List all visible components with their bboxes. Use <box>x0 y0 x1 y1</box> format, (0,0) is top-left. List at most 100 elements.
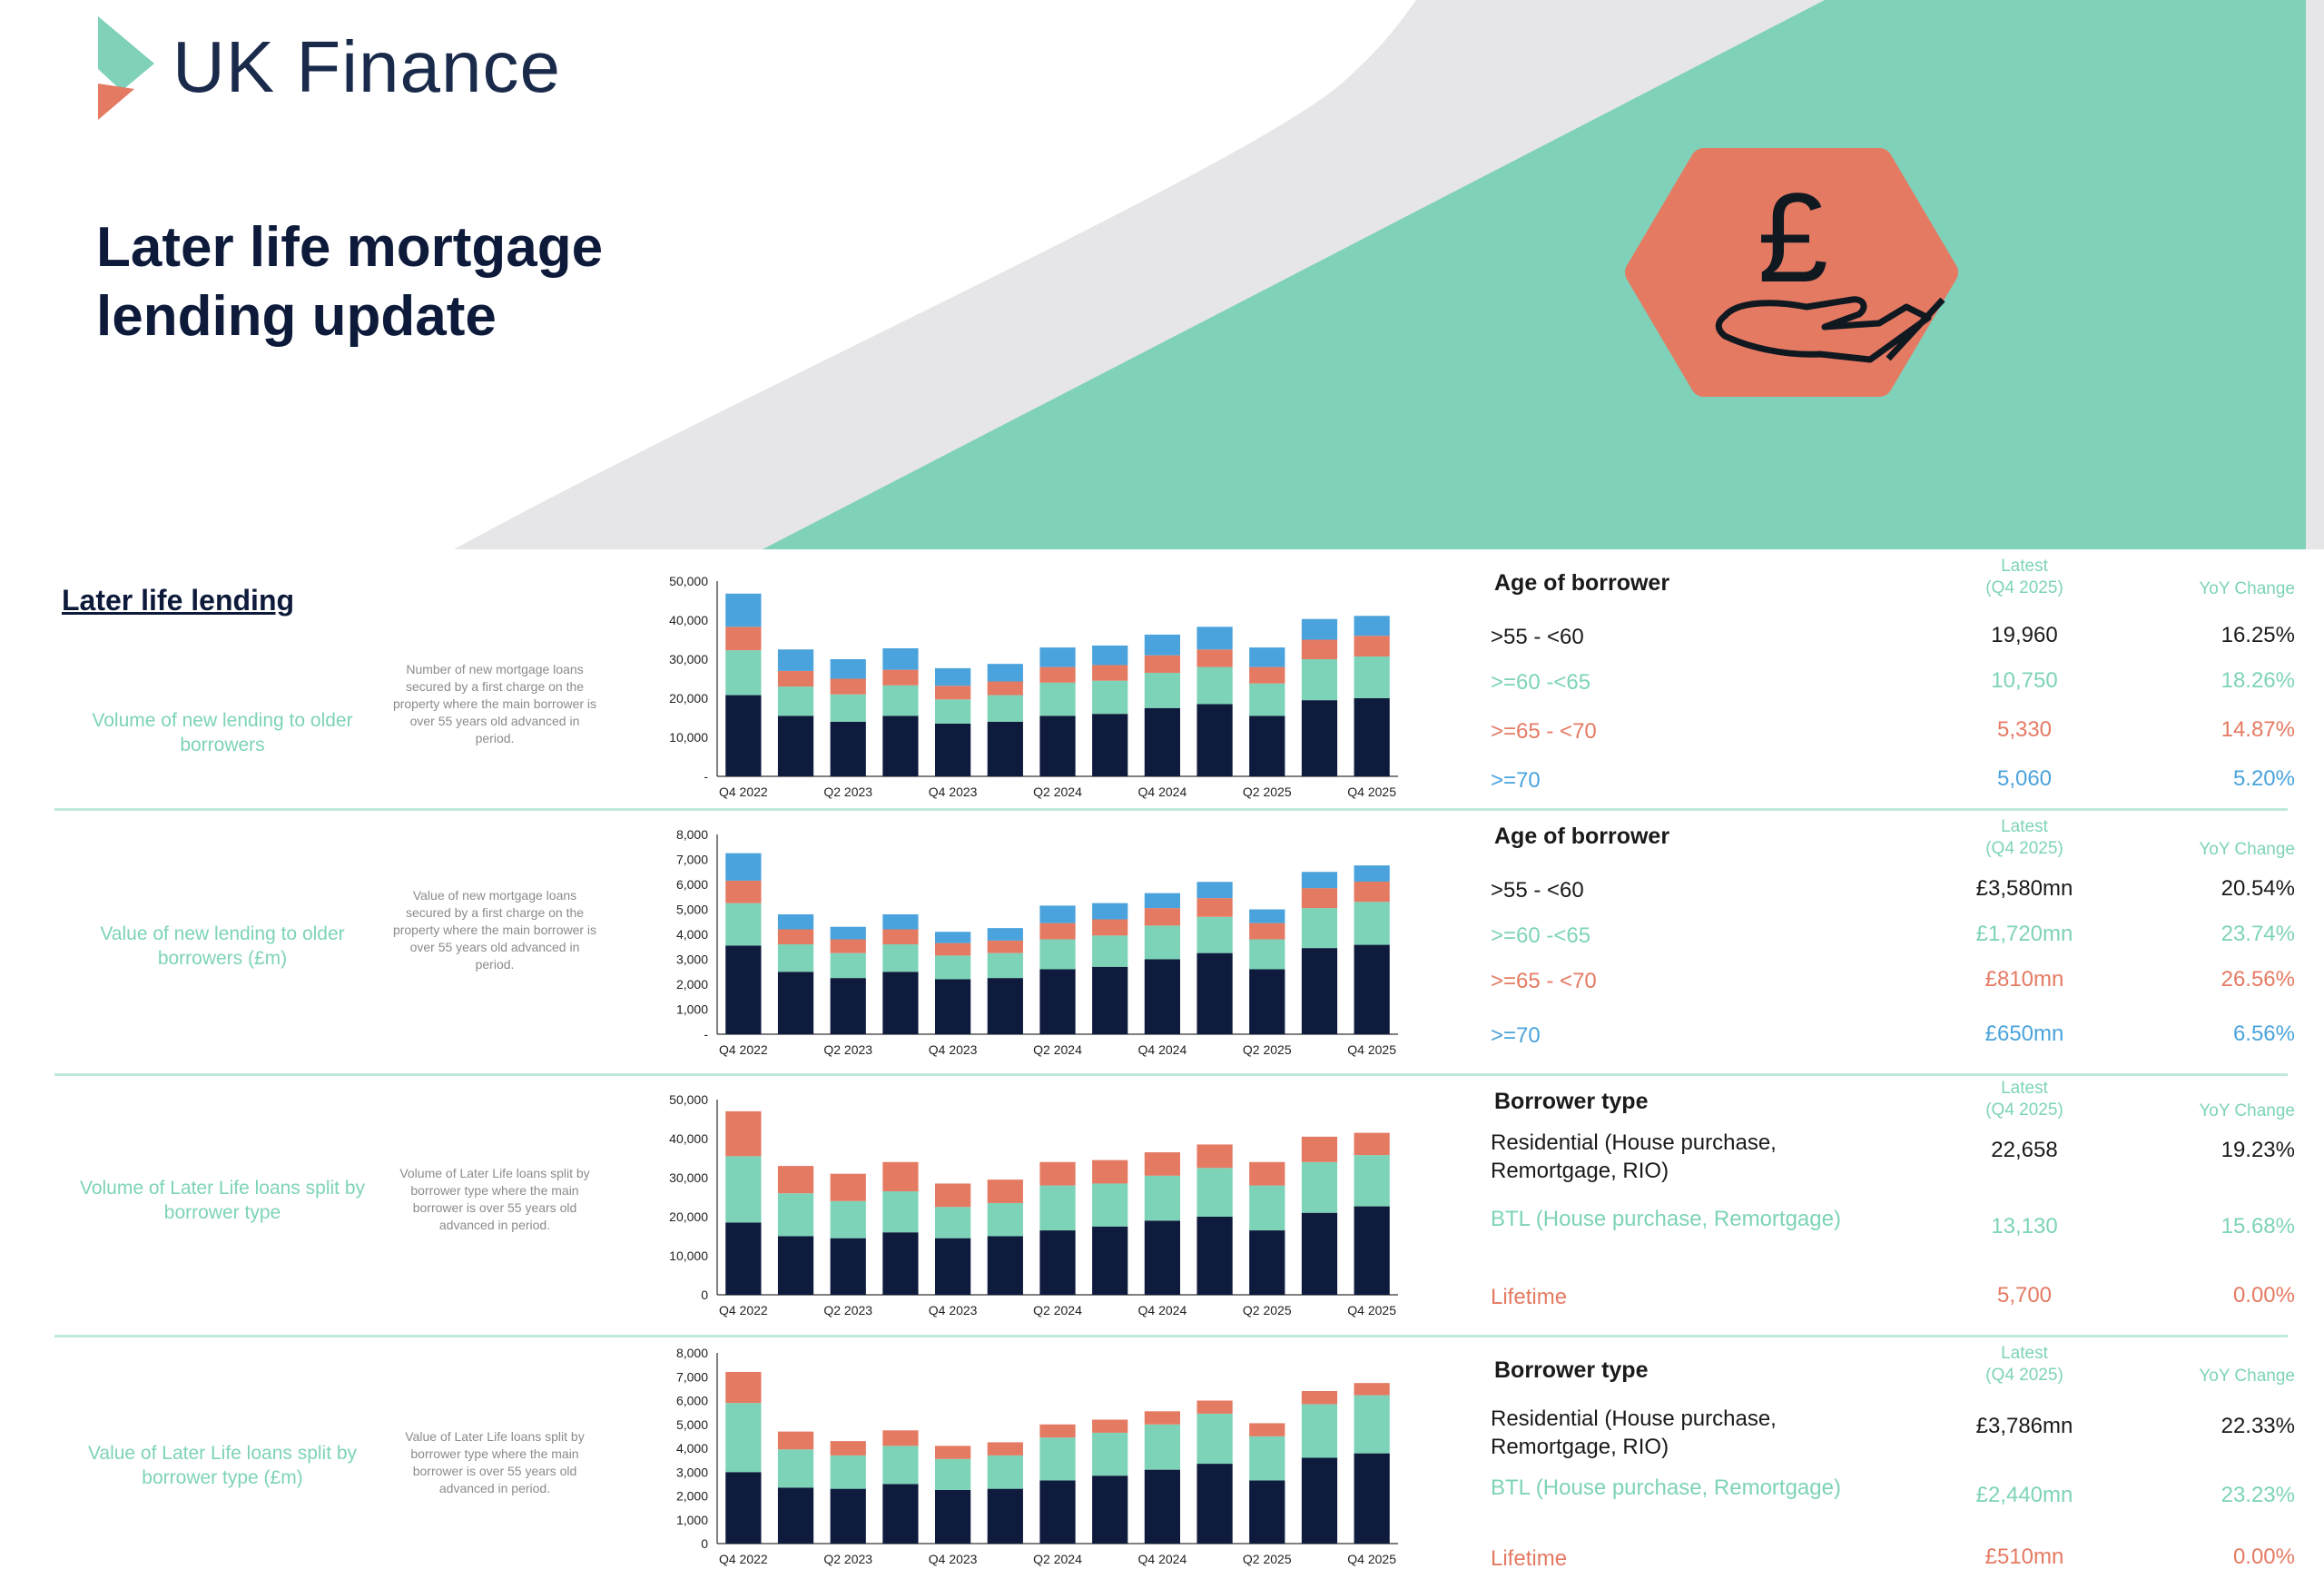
row-value: £2,440mn <box>1975 1483 2073 1507</box>
bar-segment <box>1354 944 1390 1034</box>
bar-segment <box>830 1238 866 1295</box>
row-separator <box>54 808 2288 811</box>
bar-segment <box>725 880 762 903</box>
bar-segment <box>1144 1175 1180 1221</box>
bar-segment <box>935 1183 971 1208</box>
row-change: 18.26% <box>2221 668 2295 693</box>
yoy-header: YoY Change <box>2199 579 2295 598</box>
bar-segment <box>1301 700 1338 776</box>
bar-segment <box>987 681 1023 696</box>
latest-header: Latest (Q4 2025) <box>1985 817 2063 858</box>
bar-segment <box>1039 969 1076 1034</box>
bar-segment <box>1249 1436 1285 1481</box>
bar-segment <box>1039 1230 1076 1295</box>
bar-segment <box>725 1472 762 1544</box>
bar-segment <box>1301 639 1338 659</box>
bar-segment <box>1039 923 1076 940</box>
x-tick-label: Q2 2024 <box>1033 1303 1082 1317</box>
bar-segment <box>987 928 1023 941</box>
x-tick-label: Q4 2023 <box>929 1552 978 1566</box>
bar-segment <box>777 914 814 930</box>
bar-segment <box>830 721 866 776</box>
hero-green-shape <box>763 0 2306 549</box>
svg-text:£: £ <box>1758 166 1828 309</box>
bar-segment <box>987 721 1023 776</box>
y-tick-label: 1,000 <box>676 1513 708 1527</box>
y-tick-label: 3,000 <box>676 952 708 967</box>
uk-finance-logo-mark <box>98 16 154 120</box>
y-tick-label: 40,000 <box>669 1131 708 1146</box>
bar-segment <box>725 593 762 627</box>
row-label: >55 - <60 <box>1491 625 1584 649</box>
bar-segment <box>830 678 866 695</box>
bar-segment <box>1092 1475 1128 1544</box>
x-tick-label: Q2 2023 <box>823 1303 872 1317</box>
y-tick-label: - <box>704 1027 708 1041</box>
y-tick-label: 2,000 <box>676 977 708 992</box>
bar-segment <box>1301 908 1338 949</box>
x-tick-label: Q4 2025 <box>1347 1552 1396 1566</box>
x-tick-label: Q2 2025 <box>1243 1552 1292 1566</box>
y-tick-label: 7,000 <box>676 1369 708 1384</box>
x-tick-label: Q4 2025 <box>1347 785 1396 799</box>
y-tick-label: 0 <box>701 1288 708 1302</box>
bar-segment <box>777 1449 814 1488</box>
x-tick-label: Q2 2023 <box>823 785 872 799</box>
yoy-header: YoY Change <box>2199 1367 2295 1386</box>
bar-segment <box>1039 647 1076 667</box>
y-tick-label: 5,000 <box>676 1417 708 1432</box>
metric-row: Value of Later Life loans split by borro… <box>0 1339 2324 1579</box>
bar-segment <box>777 715 814 776</box>
latest-header: Latest (Q4 2025) <box>1985 1344 2063 1385</box>
bar-segment <box>1196 1217 1233 1295</box>
latest-header: Latest (Q4 2025) <box>1985 557 2063 597</box>
row-value: £3,580mn <box>1975 876 2073 901</box>
bar-segment <box>882 1446 919 1485</box>
row-separator <box>54 1073 2288 1076</box>
bar-segment <box>987 1442 1023 1456</box>
y-tick-label: 4,000 <box>676 1441 708 1456</box>
page-title: Later life mortgage lending update <box>96 216 604 348</box>
bar-segment <box>1144 1220 1180 1295</box>
bar-segment <box>1092 680 1128 715</box>
bar-segment <box>935 1207 971 1239</box>
row-value: £650mn <box>1984 1021 2064 1046</box>
y-tick-label: 40,000 <box>669 613 708 627</box>
bar-segment <box>725 1156 762 1223</box>
bar-segment <box>777 1236 814 1295</box>
bar-segment <box>935 699 971 724</box>
x-tick-label: Q4 2024 <box>1138 1552 1187 1566</box>
bar-segment <box>830 952 866 979</box>
bar-segment <box>1301 1404 1338 1458</box>
bar-segment <box>935 1458 971 1490</box>
bar-chart: 0 10,000 20,000 30,000 40,000 50,000 Q4 2022 Q2… <box>645 1090 1416 1322</box>
bar-segment <box>1039 1185 1076 1231</box>
section-title: Later life lending <box>62 584 295 617</box>
bar-segment <box>1092 919 1128 936</box>
bar-segment <box>1144 1469 1180 1544</box>
x-tick-label: Q4 2023 <box>929 1303 978 1317</box>
bar-segment <box>1354 1453 1390 1544</box>
x-tick-label: Q2 2023 <box>823 1552 872 1566</box>
bar-segment <box>725 650 762 696</box>
table-heading: Borrower type <box>1494 1357 1649 1383</box>
metric-row: Value of new lending to older borrowers … <box>0 813 2324 1071</box>
bar-segment <box>1301 1212 1338 1295</box>
bar-segment <box>882 1430 919 1446</box>
row-change: 14.87% <box>2221 717 2295 742</box>
bar-segment <box>1249 969 1285 1034</box>
bar-segment <box>1144 655 1180 674</box>
bar-segment <box>1249 1185 1285 1231</box>
y-tick-label: 20,000 <box>669 691 708 706</box>
bar-segment <box>725 1372 762 1404</box>
bar-segment <box>1301 1457 1338 1544</box>
bar-segment <box>935 932 971 943</box>
bar-segment <box>1249 1423 1285 1436</box>
bar-segment <box>987 695 1023 722</box>
bar-segment <box>1092 714 1128 776</box>
metric-note: Volume of Later Life loans split by borr… <box>399 1166 590 1232</box>
bar-segment <box>1092 645 1128 666</box>
bar-chart: - 10,000 20,000 30,000 40,000 50,000 Q4 2022 Q2… <box>645 572 1416 804</box>
bar-segment <box>1301 1391 1338 1405</box>
bar-segment <box>725 695 762 776</box>
